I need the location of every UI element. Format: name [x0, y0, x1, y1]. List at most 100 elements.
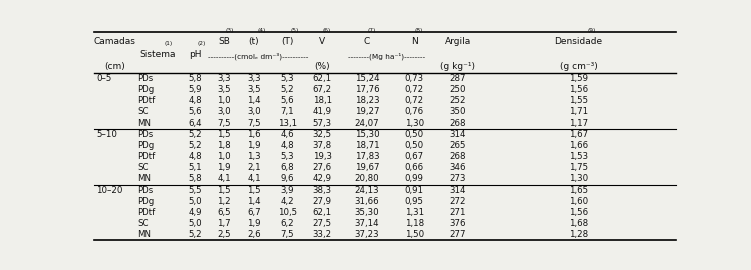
Text: 0,66: 0,66	[405, 163, 424, 172]
Text: 18,23: 18,23	[354, 96, 379, 105]
Text: 3,9: 3,9	[281, 185, 294, 195]
Text: (%): (%)	[315, 62, 330, 71]
Text: 5,5: 5,5	[189, 185, 202, 195]
Text: 5,0: 5,0	[189, 197, 202, 206]
Text: (1): (1)	[164, 41, 173, 46]
Text: 0,50: 0,50	[405, 141, 424, 150]
Text: 5,9: 5,9	[189, 85, 202, 94]
Text: 376: 376	[449, 219, 466, 228]
Text: C: C	[363, 37, 370, 46]
Text: 38,3: 38,3	[312, 185, 332, 195]
Text: 268: 268	[449, 119, 466, 128]
Text: 6,2: 6,2	[281, 219, 294, 228]
Text: 1,7: 1,7	[218, 219, 231, 228]
Text: 62,1: 62,1	[312, 74, 332, 83]
Text: 18,1: 18,1	[312, 96, 332, 105]
Text: 0,50: 0,50	[405, 130, 424, 139]
Text: (9): (9)	[587, 28, 596, 33]
Text: 10–20: 10–20	[96, 185, 122, 195]
Text: 1,60: 1,60	[569, 197, 588, 206]
Text: 7,5: 7,5	[218, 119, 231, 128]
Text: 3,5: 3,5	[247, 85, 261, 94]
Text: 265: 265	[449, 141, 466, 150]
Text: 67,2: 67,2	[312, 85, 332, 94]
Text: 37,14: 37,14	[354, 219, 379, 228]
Text: (t): (t)	[249, 37, 259, 46]
Text: 1,59: 1,59	[569, 74, 588, 83]
Text: 1,9: 1,9	[247, 141, 261, 150]
Text: 1,9: 1,9	[247, 219, 261, 228]
Text: 5,2: 5,2	[189, 141, 202, 150]
Text: V: V	[319, 37, 325, 46]
Text: 37,23: 37,23	[354, 230, 379, 239]
Text: N: N	[411, 37, 418, 46]
Text: 346: 346	[449, 163, 466, 172]
Text: 2,1: 2,1	[247, 163, 261, 172]
Text: 1,71: 1,71	[569, 107, 588, 116]
Text: 6,7: 6,7	[247, 208, 261, 217]
Text: (7): (7)	[367, 28, 376, 33]
Text: 272: 272	[449, 197, 466, 206]
Text: 1,65: 1,65	[569, 185, 588, 195]
Text: 1,5: 1,5	[218, 185, 231, 195]
Text: 5,3: 5,3	[281, 74, 294, 83]
Text: 5–10: 5–10	[96, 130, 117, 139]
Text: Sistema: Sistema	[140, 50, 176, 59]
Text: 1,53: 1,53	[569, 152, 588, 161]
Text: 1,3: 1,3	[247, 152, 261, 161]
Text: PDtf: PDtf	[137, 152, 155, 161]
Text: (4): (4)	[258, 28, 266, 33]
Text: 1,17: 1,17	[569, 119, 588, 128]
Text: 4,9: 4,9	[189, 208, 202, 217]
Text: 1,4: 1,4	[247, 197, 261, 206]
Text: 1,30: 1,30	[569, 174, 588, 183]
Text: 1,66: 1,66	[569, 141, 588, 150]
Text: Argila: Argila	[445, 37, 471, 46]
Text: 4,8: 4,8	[189, 96, 202, 105]
Text: 5,2: 5,2	[189, 130, 202, 139]
Text: MN: MN	[137, 174, 152, 183]
Text: (g cm⁻³): (g cm⁻³)	[559, 62, 597, 71]
Text: 19,27: 19,27	[354, 107, 379, 116]
Text: 1,55: 1,55	[569, 96, 588, 105]
Text: SB: SB	[219, 37, 231, 46]
Text: 19,3: 19,3	[313, 152, 332, 161]
Text: 1,8: 1,8	[218, 141, 231, 150]
Text: 5,1: 5,1	[189, 163, 202, 172]
Text: 31,66: 31,66	[354, 197, 379, 206]
Text: 1,0: 1,0	[218, 152, 231, 161]
Text: (6): (6)	[323, 28, 331, 33]
Text: 15,24: 15,24	[354, 74, 379, 83]
Text: Camadas: Camadas	[94, 37, 136, 46]
Text: 3,3: 3,3	[218, 74, 231, 83]
Text: 1,28: 1,28	[569, 230, 588, 239]
Text: 10,5: 10,5	[278, 208, 297, 217]
Text: 0,91: 0,91	[405, 185, 424, 195]
Text: PDg: PDg	[137, 85, 155, 94]
Text: 5,8: 5,8	[189, 74, 202, 83]
Text: 0,95: 0,95	[405, 197, 424, 206]
Text: 268: 268	[449, 152, 466, 161]
Text: 1,56: 1,56	[569, 208, 588, 217]
Text: 15,30: 15,30	[354, 130, 379, 139]
Text: 0,76: 0,76	[405, 107, 424, 116]
Text: (2): (2)	[198, 41, 207, 46]
Text: 1,2: 1,2	[218, 197, 231, 206]
Text: 287: 287	[449, 74, 466, 83]
Text: 6,8: 6,8	[281, 163, 294, 172]
Text: MN: MN	[137, 119, 152, 128]
Text: 7,1: 7,1	[281, 107, 294, 116]
Text: 314: 314	[449, 130, 466, 139]
Text: 37,8: 37,8	[312, 141, 332, 150]
Text: SC: SC	[137, 107, 149, 116]
Text: 5,6: 5,6	[281, 96, 294, 105]
Text: 1,6: 1,6	[247, 130, 261, 139]
Text: 33,2: 33,2	[312, 230, 332, 239]
Text: 1,0: 1,0	[218, 96, 231, 105]
Text: 13,1: 13,1	[278, 119, 297, 128]
Text: 17,83: 17,83	[354, 152, 379, 161]
Text: 19,67: 19,67	[354, 163, 379, 172]
Text: 277: 277	[449, 230, 466, 239]
Text: 27,5: 27,5	[312, 219, 332, 228]
Text: 32,5: 32,5	[312, 130, 332, 139]
